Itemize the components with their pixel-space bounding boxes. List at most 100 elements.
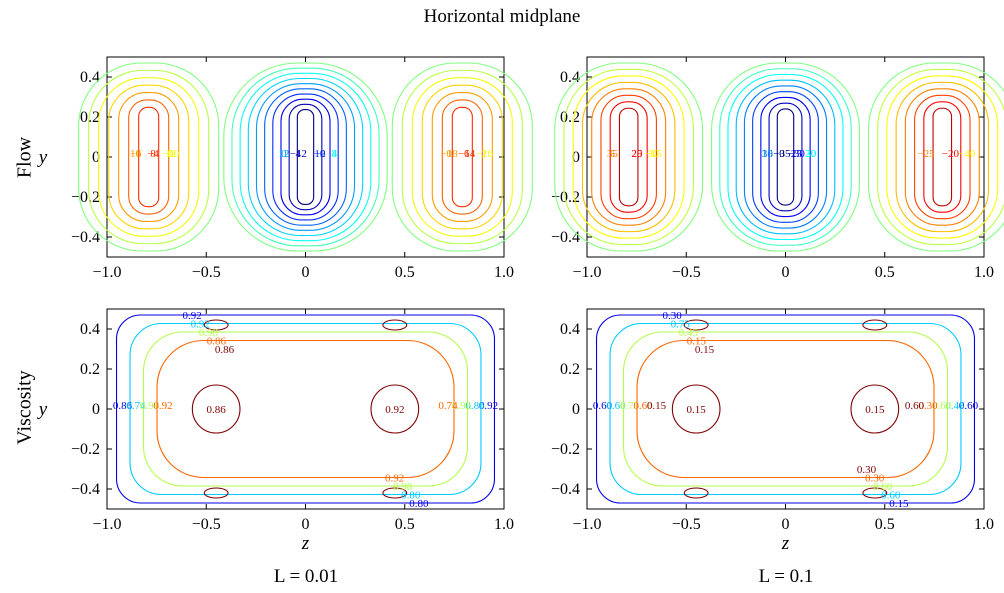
flow-l01-contour-line <box>727 73 844 241</box>
flow-l01-contour-label: −15 <box>644 148 662 160</box>
flow-l01-contour-line <box>895 81 990 233</box>
flow-l001-contour-line <box>78 62 220 252</box>
viscosity-l01-contour-label: 0.60 <box>606 400 626 412</box>
viscosity-l001-xtick-label: −0.5 <box>192 516 221 533</box>
flow-l001-contour-line <box>108 84 190 230</box>
flow-l001-contour-line <box>231 67 380 247</box>
flow-l001-contour-line <box>138 106 160 208</box>
viscosity-l01-contour-label: 0.45 <box>679 327 699 339</box>
flow-l01-contour-label: 25 <box>791 148 803 160</box>
flow-l01-contour-line <box>554 62 704 252</box>
viscosity-l01-contour-line <box>862 319 888 331</box>
viscosity-l001-contour-line <box>203 487 229 499</box>
flow-l01-contour-label: −20 <box>942 148 960 160</box>
flow-l001-contour-label: −4 <box>147 148 159 160</box>
flow-l01-contour-label: −25 <box>917 148 935 160</box>
flow-l01-contour-line <box>886 75 999 239</box>
flow-l001-contour-line <box>451 106 473 208</box>
flow-l001-contour-line <box>288 103 323 211</box>
flow-l01-contour-line <box>923 101 962 213</box>
viscosity-l001-contour-label: 0.92 <box>182 310 201 322</box>
viscosity-l01-xtick-label: 0.5 <box>875 516 895 533</box>
viscosity-l01-contour-label: 0.15 <box>647 400 667 412</box>
flow-l01-xtick-label: −0.5 <box>672 264 701 281</box>
flow-l01-ytick-label: 0.2 <box>560 109 580 126</box>
viscosity-l001-contour-label: 0.86 <box>215 344 235 356</box>
viscosity-l001-contour-label: 0.98 <box>140 400 160 412</box>
viscosity-l001-contour-label: 0.92 <box>191 319 210 331</box>
viscosity-l01-contour-label: 0.45 <box>945 400 965 412</box>
viscosity-l01-contour-label: 0.30 <box>662 310 682 322</box>
viscosity-l001-ticks: −1.0 −0.5 0 0.5 1.0 0.4 0.2 0 −0.2 −0.4 <box>71 309 514 533</box>
viscosity-l001-ytick-label: 0 <box>92 401 100 418</box>
viscosity-l01-contour-label: 0.30 <box>865 473 885 485</box>
flow-l001-contour-line <box>441 99 483 215</box>
viscosity-l001-contour-line <box>142 331 469 487</box>
viscosity-l001-contour-line <box>156 339 455 479</box>
viscosity-l01-ticks: −1.0 −0.5 0 0.5 1.0 0.4 0.2 0 −0.2 −0.4 <box>551 309 994 533</box>
viscosity-l001-panel: −1.0 −0.5 0 0.5 1.00.40.20−0.2−0.4zy 0.920.86… <box>37 308 514 554</box>
viscosity-l001-ytick-label: 0.4 <box>80 321 100 338</box>
flow-l01-contour-label: 5 <box>610 148 616 160</box>
flow-l001-contour-line <box>98 77 200 237</box>
flow-l01-xtick-label: 0.5 <box>875 264 895 281</box>
flow-l001-contour-label: 10 <box>314 148 326 160</box>
viscosity-l01-contour-line <box>609 322 962 496</box>
flow-l001-xtick-label: −1.0 <box>92 264 121 281</box>
flow-l001-contour-line <box>128 99 170 215</box>
flow-l01-contour-label: −35 <box>773 148 791 160</box>
viscosity-l01-contour-label: 0.30 <box>857 464 877 476</box>
flow-l001-contour-label: 2 <box>482 148 488 160</box>
viscosity-l01-xtick-label: 0 <box>782 516 790 533</box>
flow-l001-xtick-label: 0 <box>302 264 310 281</box>
flow-l01-contour-label: 0 <box>779 148 785 160</box>
flow-l001-contour-line <box>239 72 372 242</box>
flow-l001-xtick-label: 0.5 <box>395 264 415 281</box>
flow-l01-contour-line <box>563 68 694 246</box>
flow-l001-contour-label: −12 <box>290 148 307 160</box>
viscosity-l001-contour-label: 0.92 <box>479 400 498 412</box>
flow-l001-contour-line <box>296 108 315 206</box>
flow-l01-contour-label: 25 <box>631 148 643 160</box>
flow-l01-contour-line <box>776 108 795 206</box>
flow-l001-xtick-label: 1.0 <box>494 264 514 281</box>
viscosity-l001-contour-label: 0.92 <box>385 473 404 485</box>
flow-l01-contour-line <box>735 79 836 235</box>
viscosity-l001-xtick-label: −1.0 <box>92 516 121 533</box>
flow-l001-contour-label: −2 <box>314 148 326 160</box>
flow-l001-contour-label: 0 <box>446 148 452 160</box>
flow-l01-contour-line <box>618 107 639 207</box>
flow-l001-contour-line <box>118 91 180 223</box>
viscosity-l01-contour-label: 0.15 <box>687 336 707 348</box>
flow-l001-ytick-label: 0 <box>92 149 100 166</box>
viscosity-l01-contour-label: 0.75 <box>620 400 640 412</box>
viscosity-l001-contour-label: 0.74 <box>438 400 458 412</box>
viscosity-l001-ytick-label: −0.4 <box>71 481 100 498</box>
flow-l01-contour-label: 20 <box>631 148 643 160</box>
viscosity-l001-xtick-label: 0.5 <box>395 516 415 533</box>
viscosity-l001-contour-label: 0.92 <box>452 400 471 412</box>
viscosity-l001-xtick-label: 1.0 <box>494 516 514 533</box>
viscosity-l01-contour-label: 0.60 <box>593 400 613 412</box>
flow-l001-y-axis-label: y <box>37 147 48 168</box>
viscosity-l01-contour-line <box>636 339 935 479</box>
viscosity-l01-contour-label: 0.15 <box>687 404 707 416</box>
flow-l001-contour-label: −18 <box>440 148 458 160</box>
flow-l01-ytick-label: 0 <box>572 149 580 166</box>
viscosity-l01-contour-label: 0.60 <box>881 490 901 502</box>
flow-l001-contour-label: −14 <box>458 148 476 160</box>
flow-l001-contour-label: −16 <box>476 148 494 160</box>
flow-l01-xtick-label: −1.0 <box>572 264 601 281</box>
flow-l001-ytick-label: 0.2 <box>80 109 100 126</box>
flow-l001-contour-line <box>431 91 493 223</box>
viscosity-l01-ytick-label: 0.4 <box>560 321 580 338</box>
flow-l001-contour-label: 12 <box>165 148 176 160</box>
viscosity-l01-contour-line <box>850 384 900 434</box>
viscosity-l001-y-axis-label: y <box>37 399 48 420</box>
viscosity-l001-x-axis-label: z <box>301 533 310 554</box>
viscosity-l01-ytick-label: −0.2 <box>551 441 580 458</box>
flow-l001-contour-label: 4 <box>332 148 338 160</box>
flow-l001-contour-label: 8 <box>150 148 156 160</box>
viscosity-l01-xtick-label: −1.0 <box>572 516 601 533</box>
flow-l001-contour-line <box>264 88 347 226</box>
